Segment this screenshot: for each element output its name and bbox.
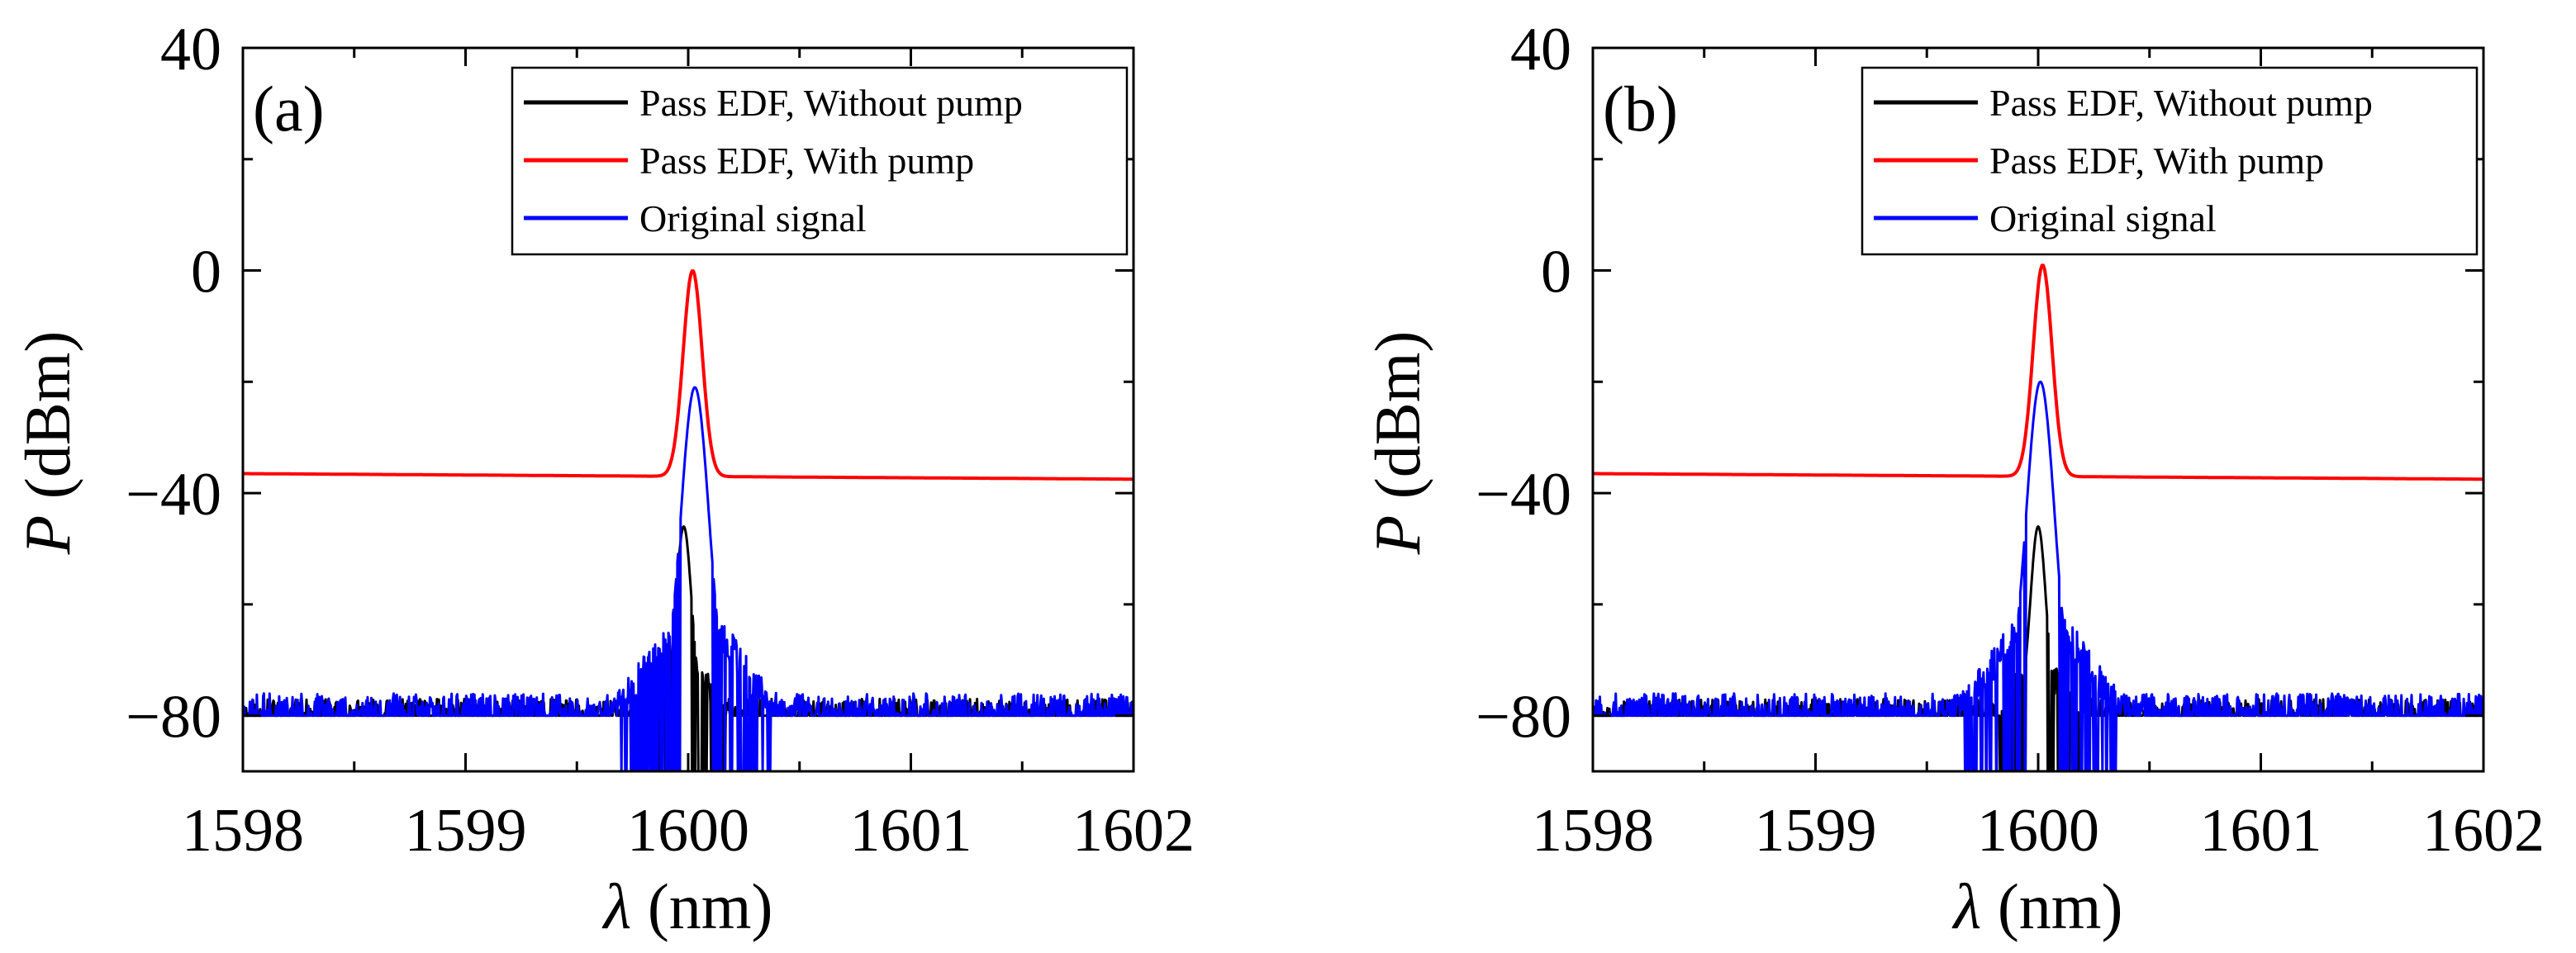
legend-entry: Pass EDF, With pump (1989, 140, 2324, 182)
series-group (243, 269, 1134, 771)
x-axis-unit: (nm) (1981, 870, 2122, 942)
y-axis-unit: (dBm) (1362, 331, 1433, 515)
chart-panel-b: 1598 1599 1600 1601 1602 40 0 −40 −80 λ (nm) P (dB… (1362, 16, 2545, 942)
legend-entry: Original signal (639, 197, 867, 239)
legend-entry: Pass EDF, With pump (639, 140, 974, 182)
panel-label: (b) (1603, 73, 1678, 145)
x-tick-label: 1598 (1532, 797, 1654, 865)
legend-entry: Original signal (1989, 197, 2217, 239)
x-axis-symbol: λ (602, 870, 632, 942)
y-tick-label: −40 (126, 461, 221, 529)
series-line-pass-edf-with-pump (243, 269, 1134, 481)
y-axis-symbol: P (12, 515, 83, 556)
x-tick-label: 1600 (1977, 797, 2099, 865)
y-axis-unit: (dBm) (12, 331, 83, 515)
x-axis-title: λ (nm) (602, 870, 773, 942)
x-axis-symbol: λ (1952, 870, 1982, 942)
panel-label: (a) (253, 73, 325, 145)
y-tick-label: −80 (126, 684, 221, 751)
x-tick-label: 1601 (2200, 797, 2322, 865)
series-line-original-signal (1593, 380, 2483, 771)
series-line-pass-edf-with-pump (1593, 263, 2483, 481)
legend-entry: Pass EDF, Without pump (639, 82, 1023, 124)
y-tick-label: 0 (191, 239, 221, 306)
y-tick-label: 40 (1510, 16, 1571, 83)
x-tick-label: 1599 (1755, 797, 1877, 865)
series-group (1593, 263, 2483, 771)
y-tick-label: −80 (1476, 684, 1571, 751)
y-tick-label: −40 (1476, 461, 1571, 529)
y-tick-label: 40 (160, 16, 221, 83)
x-tick-label: 1600 (627, 797, 749, 865)
x-tick-label: 1601 (850, 797, 972, 865)
series-line-original-signal (243, 386, 1134, 771)
y-tick-label: 0 (1541, 239, 1571, 306)
legend-entry: Pass EDF, Without pump (1989, 82, 2373, 124)
x-tick-label: 1602 (1072, 797, 1195, 865)
x-tick-label: 1602 (2422, 797, 2545, 865)
x-tick-label: 1598 (182, 797, 304, 865)
y-axis-symbol: P (1362, 515, 1433, 556)
chart-panel-a: 1598 1599 1600 1601 1602 40 0 −40 −80 λ (nm) P (dB… (12, 16, 1195, 942)
y-axis-title: P (dBm) (1362, 331, 1433, 556)
y-axis-title: P (dBm) (12, 331, 83, 556)
legend: Pass EDF, Without pump Pass EDF, With pum… (1861, 66, 2479, 256)
x-tick-label: 1599 (405, 797, 527, 865)
x-axis-title: λ (nm) (1952, 870, 2123, 942)
x-axis-unit: (nm) (631, 870, 772, 942)
legend: Pass EDF, Without pump Pass EDF, With pum… (511, 66, 1129, 256)
